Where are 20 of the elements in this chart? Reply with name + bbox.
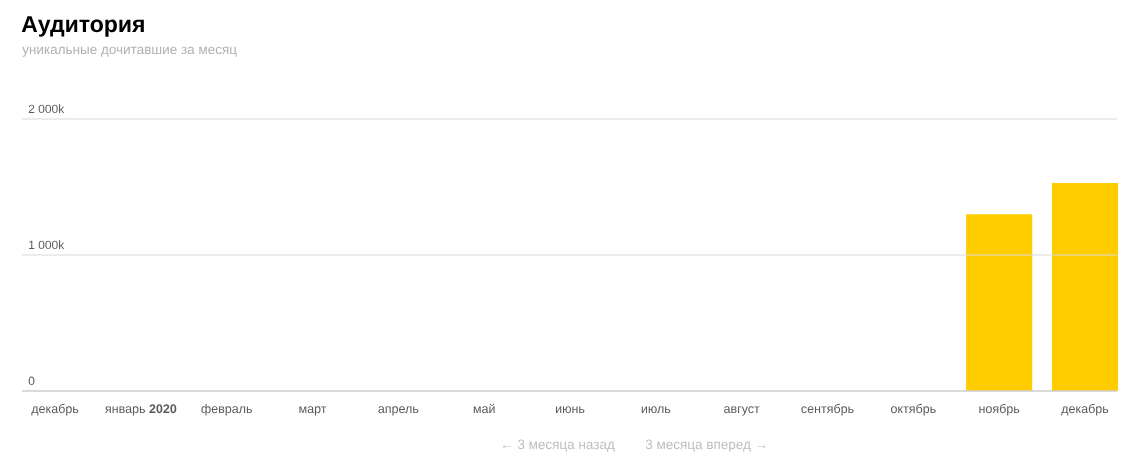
x-tick-label: декабрь [31, 403, 79, 416]
x-tick-label: июнь [555, 406, 585, 414]
x-tick-label: сентябрь [801, 403, 854, 416]
y-tick-label: 0 [28, 376, 35, 386]
x-tick-label: февраль [201, 403, 252, 416]
x-tick-label: май [473, 403, 495, 414]
x-tick-label: апрель [378, 406, 419, 416]
chart-subtitle: уникальные дочитавшие за месяц [22, 46, 237, 57]
y-tick-label: 2 000k [28, 104, 65, 114]
text: ← 3 месяца назад [502, 439, 615, 452]
x-tick-label: декабрь [1061, 403, 1109, 416]
x-tick-label: июль [641, 406, 671, 414]
chart-title: Аудитория [21, 16, 144, 37]
x-tick-label: ноябрь [979, 403, 1020, 416]
x-tick-label: март [299, 406, 327, 416]
y-tick-label: 1 000k [29, 240, 65, 250]
x-tick-label: октябрь [891, 403, 936, 416]
x-tick-label: август [724, 406, 760, 416]
x-tick-label: январь 2020 [105, 404, 177, 416]
text: 3 месяца вперед → [645, 439, 766, 452]
